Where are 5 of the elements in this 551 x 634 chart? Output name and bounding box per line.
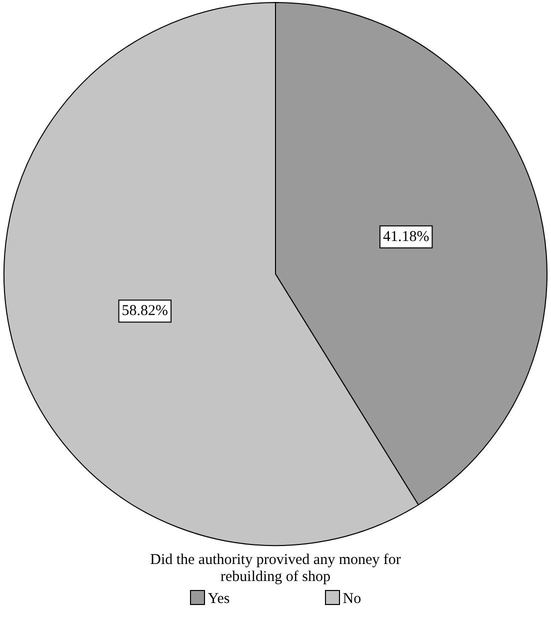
legend-label: No <box>342 590 362 608</box>
legend-title: Did the authority provived any money for rebuilding of shop <box>149 552 402 586</box>
data-label: 58.82% <box>122 303 168 320</box>
data-label: 41.18% <box>382 228 430 245</box>
legend-label: Yes <box>206 590 230 608</box>
